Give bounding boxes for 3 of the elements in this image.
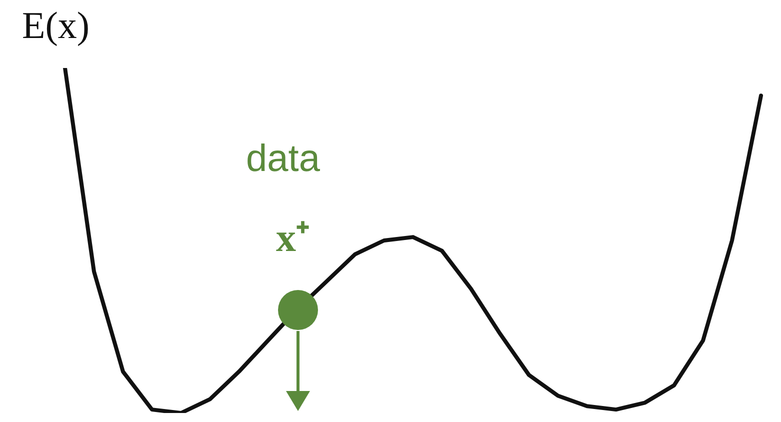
annotation: data	[246, 138, 320, 181]
annotation: x⁺	[276, 214, 310, 262]
y-axis-title: E(x)	[22, 4, 90, 48]
